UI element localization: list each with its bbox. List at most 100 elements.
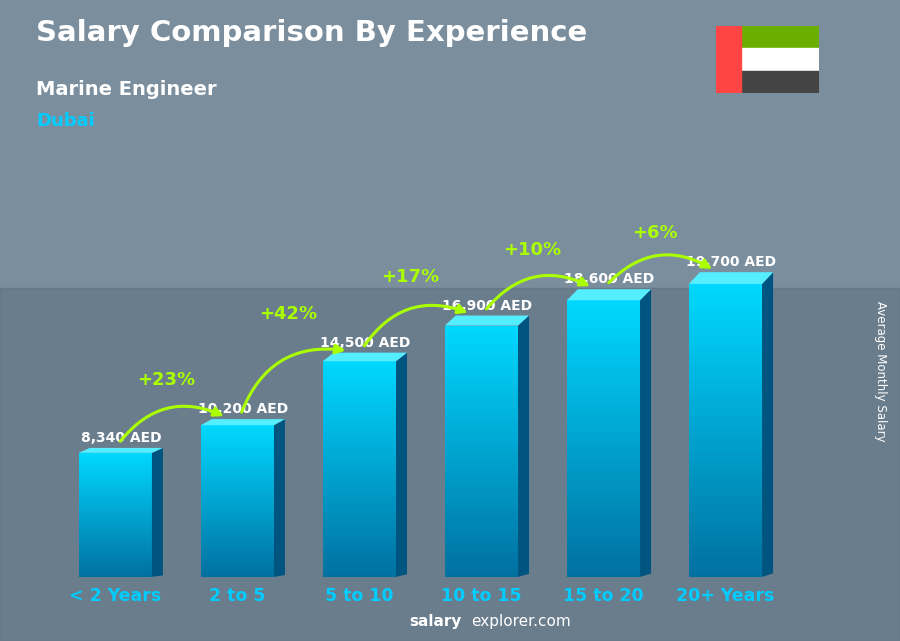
Bar: [201, 425, 274, 429]
Bar: [567, 307, 640, 314]
Bar: [567, 321, 640, 328]
Bar: [323, 572, 396, 577]
Polygon shape: [567, 289, 651, 300]
Bar: [688, 299, 762, 306]
Text: salary: salary: [410, 615, 462, 629]
Bar: [688, 313, 762, 320]
Bar: [201, 531, 274, 535]
Bar: [445, 451, 518, 458]
Bar: [567, 494, 640, 501]
Bar: [201, 429, 274, 433]
Bar: [323, 539, 396, 545]
Text: 8,340 AED: 8,340 AED: [80, 431, 161, 445]
Bar: [78, 496, 152, 499]
Polygon shape: [640, 289, 651, 577]
Bar: [323, 485, 396, 490]
Bar: [201, 520, 274, 524]
Bar: [688, 328, 762, 335]
Bar: [323, 458, 396, 463]
Bar: [567, 411, 640, 418]
Bar: [201, 516, 274, 520]
Text: +6%: +6%: [632, 224, 678, 242]
Bar: [688, 453, 762, 460]
Bar: [688, 526, 762, 533]
Bar: [567, 522, 640, 528]
Bar: [201, 456, 274, 460]
Bar: [688, 291, 762, 299]
Bar: [688, 306, 762, 313]
Bar: [688, 387, 762, 394]
Bar: [445, 470, 518, 476]
Bar: [567, 487, 640, 494]
Bar: [78, 562, 152, 565]
Bar: [78, 453, 152, 456]
Bar: [445, 445, 518, 451]
Bar: [78, 565, 152, 567]
Bar: [201, 528, 274, 531]
Bar: [567, 438, 640, 445]
Polygon shape: [152, 448, 163, 577]
Bar: [445, 508, 518, 514]
Bar: [323, 474, 396, 480]
Bar: [78, 481, 152, 484]
Bar: [323, 399, 396, 404]
Bar: [688, 504, 762, 511]
Bar: [688, 496, 762, 504]
Bar: [323, 372, 396, 378]
Bar: [567, 397, 640, 404]
Bar: [201, 524, 274, 528]
Bar: [323, 362, 396, 367]
Bar: [78, 567, 152, 570]
Bar: [201, 470, 274, 474]
Text: explorer.com: explorer.com: [471, 615, 571, 629]
Bar: [78, 555, 152, 558]
Bar: [201, 494, 274, 497]
Bar: [201, 460, 274, 463]
Bar: [78, 469, 152, 472]
Bar: [201, 433, 274, 437]
Bar: [688, 284, 762, 291]
Bar: [445, 382, 518, 388]
Bar: [445, 552, 518, 558]
Bar: [201, 437, 274, 440]
Bar: [688, 379, 762, 387]
Bar: [201, 444, 274, 448]
Bar: [323, 367, 396, 372]
Bar: [445, 558, 518, 564]
Bar: [688, 430, 762, 438]
Bar: [78, 574, 152, 577]
Bar: [567, 473, 640, 480]
Text: Marine Engineer: Marine Engineer: [36, 80, 217, 99]
Bar: [688, 416, 762, 423]
Bar: [688, 481, 762, 489]
Bar: [567, 418, 640, 425]
Bar: [323, 528, 396, 534]
Bar: [323, 480, 396, 485]
Text: 19,700 AED: 19,700 AED: [686, 255, 776, 269]
Bar: [78, 465, 152, 469]
Bar: [323, 534, 396, 539]
Bar: [445, 433, 518, 438]
Bar: [567, 425, 640, 431]
Bar: [688, 357, 762, 365]
Bar: [323, 507, 396, 512]
Bar: [445, 489, 518, 495]
Bar: [201, 512, 274, 516]
Text: Dubai: Dubai: [36, 112, 94, 130]
Bar: [201, 474, 274, 478]
Bar: [445, 420, 518, 426]
Bar: [445, 426, 518, 433]
Bar: [78, 552, 152, 555]
Bar: [567, 342, 640, 349]
Bar: [323, 523, 396, 528]
Bar: [323, 426, 396, 431]
Bar: [445, 514, 518, 520]
Bar: [688, 335, 762, 342]
Bar: [445, 407, 518, 413]
Bar: [78, 528, 152, 530]
Polygon shape: [518, 315, 529, 577]
Bar: [688, 540, 762, 547]
Polygon shape: [396, 353, 407, 577]
Bar: [445, 338, 518, 344]
Bar: [323, 490, 396, 496]
